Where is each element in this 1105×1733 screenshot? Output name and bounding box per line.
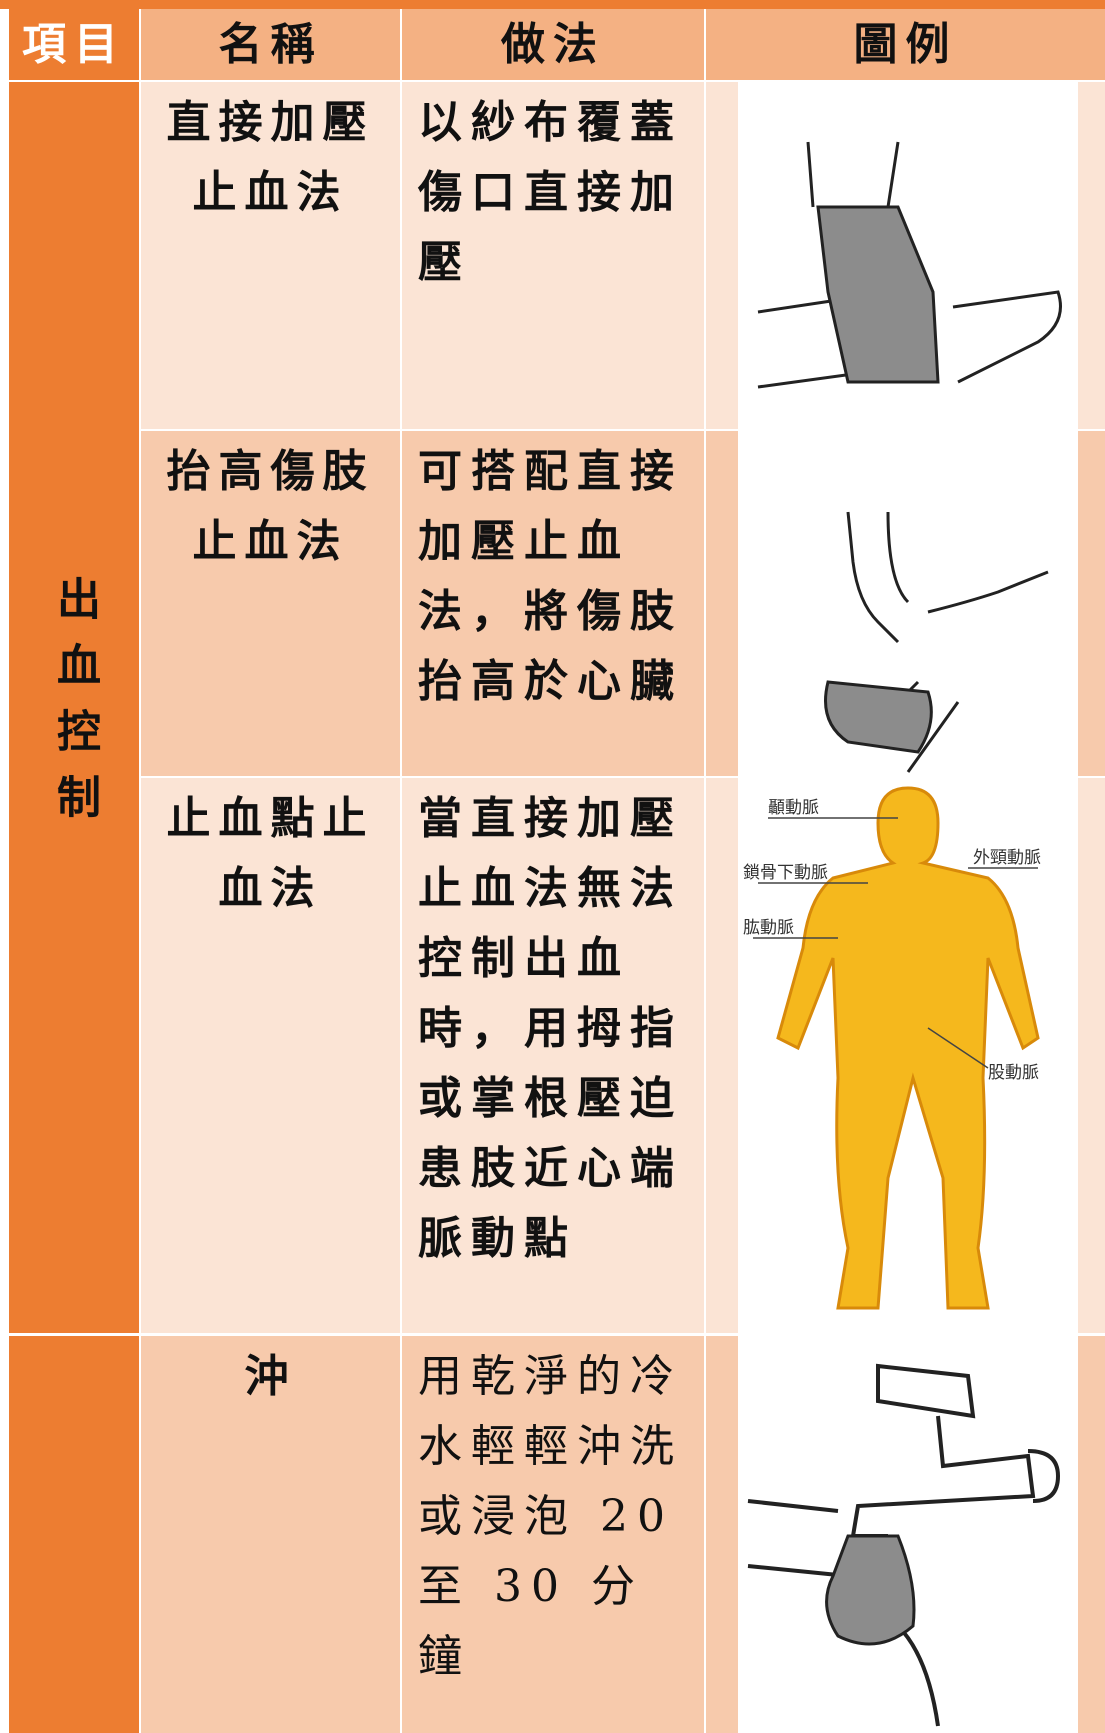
illustration-faucet [738, 1336, 1078, 1733]
row-name: 止血點止血法 [141, 778, 400, 1333]
group-label: 出血控制 [9, 82, 139, 1333]
row-name: 抬高傷肢止血法 [141, 431, 400, 776]
header-cell: 圖例 [706, 9, 1105, 80]
figure-label: 肱動脈 [743, 918, 794, 938]
row-method: 當直接加壓止血法無法控制出血時，用拇指或掌根壓迫患肢近心端脈動點 [402, 778, 704, 1333]
row-method: 可搭配直接加壓止血法，將傷肢抬高於心臟 [402, 431, 704, 776]
header-cell: 名稱 [141, 9, 400, 80]
figure-label: 外頸動脈 [973, 848, 1041, 868]
row-name: 沖 [141, 1336, 400, 1733]
illustration-hands [738, 82, 1078, 777]
header-cell: 做法 [402, 9, 704, 80]
figure-label: 股動脈 [988, 1063, 1039, 1083]
row-name: 直接加壓止血法 [141, 82, 400, 429]
figure-label: 顳動脈 [768, 798, 819, 818]
illustration-body: 顳動脈 鎖骨下動脈 外頸動脈 肱動脈 股動脈 [738, 778, 1078, 1333]
header-cell: 項目 [9, 9, 139, 80]
row-method: 用乾淨的冷水輕輕沖洗或浸泡 20 至 30 分鐘 [402, 1336, 704, 1733]
top-bar [0, 0, 1105, 9]
figure-label: 鎖骨下動脈 [743, 863, 828, 883]
row-method: 以紗布覆蓋傷口直接加壓 [402, 82, 704, 429]
group-label [9, 1336, 139, 1733]
